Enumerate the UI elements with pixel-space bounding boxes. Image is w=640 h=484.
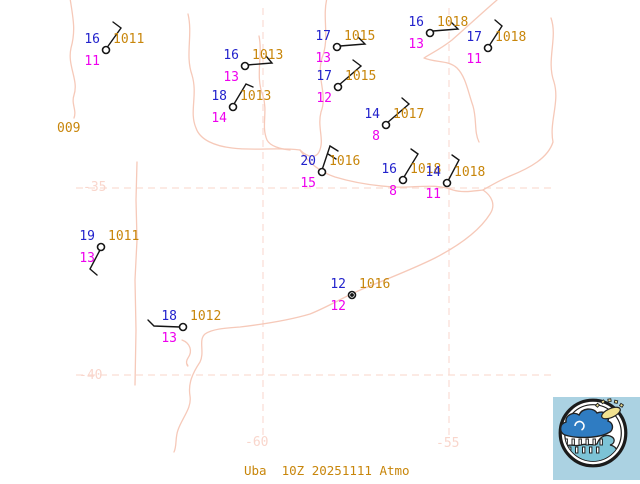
station-dewpoint: 15 (300, 176, 316, 191)
station-temperature: 12 (330, 277, 346, 292)
station-temperature: 19 (79, 229, 95, 244)
station-pressure: 1016 (359, 277, 391, 292)
station-pressure: 1018 (410, 162, 442, 177)
gridline-label-lon-55: -55 (436, 436, 460, 451)
station-temperature: 16 (408, 15, 424, 30)
station-temperature: 17 (466, 30, 482, 45)
map-caption: Uba 10Z 20251111 Atmo (244, 463, 410, 478)
station-dewpoint: 13 (223, 70, 239, 85)
station-dewpoint: 13 (161, 331, 177, 346)
station-pressure: 1018 (454, 165, 486, 180)
station-pressure: 1015 (344, 29, 376, 44)
station-temperature: 17 (316, 69, 332, 84)
station-pressure: 1013 (240, 89, 272, 104)
station-pressure: 1017 (393, 107, 425, 122)
station-pressure: 1011 (108, 229, 140, 244)
station-dewpoint: 13 (408, 37, 424, 52)
gridline-label-lat-35: -35 (83, 180, 107, 195)
station-dewpoint: 8 (372, 129, 380, 144)
station-dewpoint: 13 (79, 251, 95, 266)
station-dewpoint: 11 (84, 54, 100, 69)
station-pressure: 1018 (437, 15, 469, 30)
station-temperature: 16 (84, 32, 100, 47)
station-dewpoint: 11 (466, 52, 482, 67)
station-pressure: 1018 (495, 30, 527, 45)
station-temperature: 14 (364, 107, 380, 122)
station-temperature: 14 (425, 165, 441, 180)
sun-icon (594, 398, 625, 420)
station-temperature: 17 (315, 29, 331, 44)
station-temperature: 18 (161, 309, 177, 324)
cloud-swirl (574, 420, 585, 431)
station-pressure: 1016 (329, 154, 361, 169)
gridline-label-lon-60: -60 (245, 435, 269, 450)
station-dewpoint: 12 (330, 299, 346, 314)
cloud-icon (559, 408, 614, 439)
station-pressure: 1011 (113, 32, 145, 47)
station-temperature: 16 (381, 162, 397, 177)
partial-pressure-text: 009 (57, 121, 81, 136)
station-dewpoint: 13 (315, 51, 331, 66)
station-dewpoint: 8 (389, 184, 397, 199)
wind-barbs (89, 19, 503, 328)
station-temperature: 18 (211, 89, 227, 104)
station-temperature: 16 (223, 48, 239, 63)
coastline (69, 0, 557, 453)
station-temperature: 20 (300, 154, 316, 169)
station-pressure: 1012 (190, 309, 222, 324)
lat-lon-gridlines (76, 8, 556, 437)
station-pressure: 1013 (252, 48, 284, 63)
atmo-ocean-logo (553, 397, 640, 480)
station-pressure: 1015 (345, 69, 377, 84)
station-dewpoint: 14 (211, 111, 227, 126)
station-dewpoint: 12 (316, 91, 332, 106)
gridline-label-lat-40: -40 (79, 368, 103, 383)
station-circles (96, 28, 493, 332)
station-dewpoint: 11 (425, 187, 441, 202)
